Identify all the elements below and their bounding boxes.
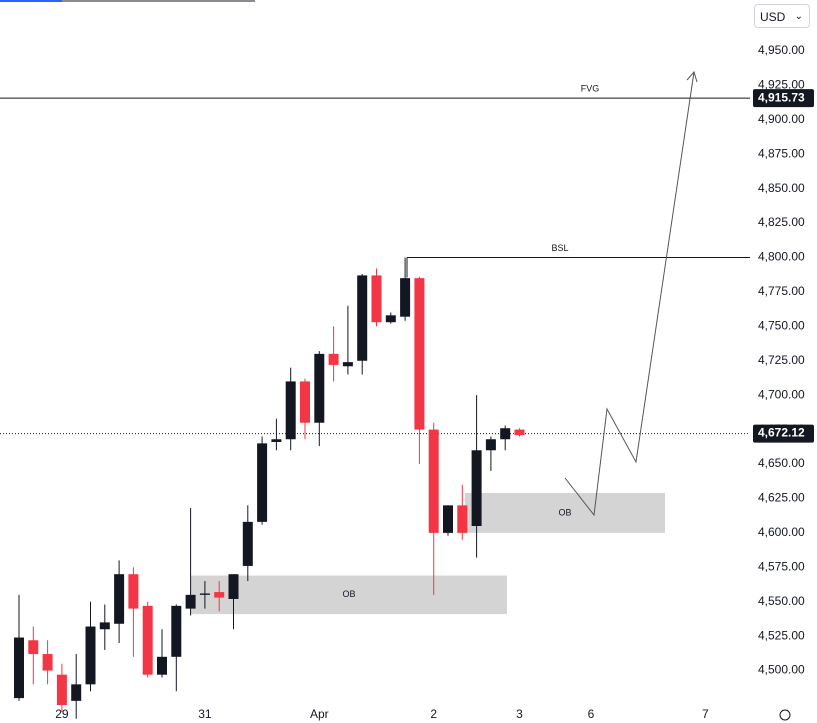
candle-body bbox=[271, 439, 282, 443]
x-tick-label: 31 bbox=[198, 707, 212, 721]
candle-body bbox=[342, 362, 353, 367]
y-tick-label: 4,850.00 bbox=[758, 181, 805, 195]
candle-body bbox=[157, 656, 167, 675]
level-label: BSL bbox=[551, 243, 568, 253]
candle-body bbox=[85, 626, 96, 685]
y-tick-label: 4,875.00 bbox=[758, 146, 805, 160]
y-tick-label: 4,500.00 bbox=[758, 663, 805, 677]
candle-body bbox=[242, 521, 253, 566]
price-tag-label: 4,672.12 bbox=[758, 426, 805, 440]
x-tick-label: 2 bbox=[430, 707, 437, 721]
candle-body bbox=[485, 439, 496, 451]
y-tick-label: 4,900.00 bbox=[758, 112, 805, 126]
candle-body bbox=[128, 574, 139, 609]
candle-body bbox=[171, 605, 182, 657]
candle-body bbox=[471, 450, 482, 526]
candle-body bbox=[114, 574, 125, 624]
projection-arrowhead bbox=[686, 70, 698, 83]
price-axis-bg bbox=[750, 0, 817, 705]
y-tick-label: 4,750.00 bbox=[758, 319, 805, 333]
candle-body bbox=[457, 505, 468, 533]
x-tick-label: Apr bbox=[310, 707, 329, 721]
candle-body bbox=[314, 353, 325, 423]
x-tick-label: 7 bbox=[702, 707, 709, 721]
candle-body bbox=[42, 654, 53, 671]
projection-path bbox=[564, 71, 695, 517]
candle-body bbox=[71, 684, 82, 701]
order-block-label: OB bbox=[342, 589, 355, 599]
candle-body bbox=[214, 592, 225, 598]
currency-selector[interactable]: USD ⌄ bbox=[754, 4, 810, 28]
y-tick-label: 4,600.00 bbox=[758, 525, 805, 539]
candle-body bbox=[199, 593, 210, 595]
x-tick-label: 6 bbox=[588, 707, 595, 721]
candle-body bbox=[14, 637, 24, 699]
candle-body bbox=[414, 278, 425, 430]
y-tick-label: 4,800.00 bbox=[758, 250, 805, 264]
candle-body bbox=[56, 674, 67, 705]
candle-body bbox=[443, 505, 453, 533]
candle-body bbox=[142, 605, 153, 675]
order-block bbox=[191, 575, 507, 615]
y-tick-label: 4,550.00 bbox=[758, 594, 805, 608]
candle-body bbox=[257, 443, 268, 522]
y-tick-label: 4,575.00 bbox=[758, 559, 805, 573]
candle-body bbox=[285, 381, 296, 440]
candle-body bbox=[228, 574, 239, 599]
candle-body bbox=[514, 429, 525, 436]
candle-body bbox=[99, 622, 110, 630]
price-tag bbox=[753, 424, 814, 443]
y-tick-label: 4,650.00 bbox=[758, 456, 805, 470]
level-label: FVG bbox=[581, 84, 600, 94]
candle-body bbox=[428, 429, 439, 533]
candle-body bbox=[385, 315, 396, 323]
candle-body bbox=[400, 278, 411, 317]
y-tick-label: 4,825.00 bbox=[758, 215, 805, 229]
y-tick-label: 4,725.00 bbox=[758, 353, 805, 367]
candle-body bbox=[328, 353, 339, 365]
candle-body bbox=[371, 275, 382, 323]
settings-icon[interactable] bbox=[779, 709, 791, 721]
y-tick-label: 4,950.00 bbox=[758, 43, 805, 57]
candle-body bbox=[300, 381, 310, 423]
order-block-label: OB bbox=[558, 507, 571, 517]
price-tag bbox=[753, 89, 814, 108]
y-tick-label: 4,700.00 bbox=[758, 387, 805, 401]
candle-body bbox=[500, 428, 511, 440]
x-tick-label: 29 bbox=[55, 707, 69, 721]
y-tick-label: 4,625.00 bbox=[758, 491, 805, 505]
currency-label: USD bbox=[760, 10, 786, 24]
candle-body bbox=[357, 275, 368, 361]
x-tick-label: 3 bbox=[516, 707, 523, 721]
y-tick-label: 4,925.00 bbox=[758, 78, 805, 92]
candle-body bbox=[28, 640, 39, 655]
order-block bbox=[465, 492, 665, 533]
candle-body bbox=[185, 594, 196, 609]
dropdown-arrow: ⌄ bbox=[794, 11, 803, 22]
y-tick-label: 4,525.00 bbox=[758, 628, 805, 642]
y-tick-label: 4,775.00 bbox=[758, 284, 805, 298]
price-tag-label: 4,915.73 bbox=[758, 90, 805, 104]
